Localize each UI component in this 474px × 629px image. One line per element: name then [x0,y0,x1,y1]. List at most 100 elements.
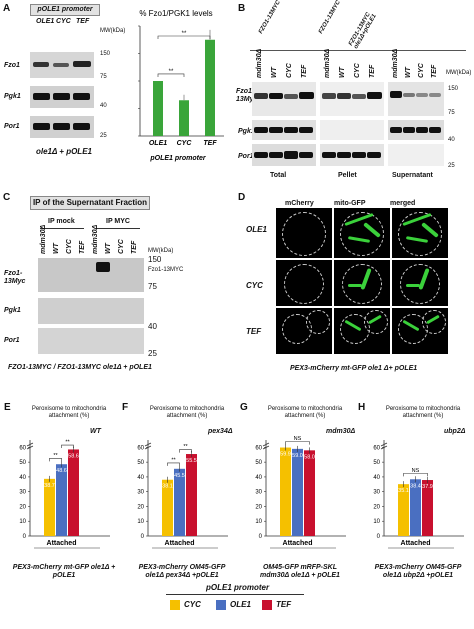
panel-g-tag: mdm30Δ [326,428,356,435]
panel-f-chart: 0 10 20 30 40 50 60 38.145.5 55.5 ** ** Attached [137,440,228,549]
panel-b-blot-total-fzo1 [252,82,316,116]
panel-a-sig1-label: ** [169,69,174,75]
panel-b-strain-3: FZO1-13MYC ole1Δ+pOLE1 [348,11,378,50]
panel-e-tag: WT [90,428,101,435]
panel-a-letter: A [3,3,11,14]
panel-c-group-myc: IP MYC [106,218,130,225]
panel-f-letter: F [122,402,129,413]
panel-b-mw-75: 75 [448,110,455,116]
panel-d-letter: D [238,192,246,203]
panel-c-row-fzo1myc: Fzo1-13Myc [4,270,26,285]
panel-b-lane-2-2: CYC [418,63,425,78]
panel-c-lane-6: CYC [118,239,125,254]
panel-c-lane-1: WT [53,243,60,254]
panel-f-sig1-bracket [167,462,180,466]
panel-d-col-mcherry: mCherry [285,200,314,207]
panel-b-letter: B [238,3,246,14]
panel-d-img-cyc-merged [392,260,448,306]
panel-g-letter: G [240,402,248,413]
panel-g-ytick-label: 40 [255,475,262,481]
panel-h-bar-tef [422,480,433,536]
panel-e-bar-tef [68,449,79,536]
panel-f-ytick-label: 40 [137,475,144,481]
panel-b-lane-0-1: WT [271,67,278,78]
panel-c-lane-7: TEF [131,240,138,254]
panel-d-col-mitogfp: mito-GFP [334,200,366,207]
legend-label-ole1: OLE1 [230,600,251,609]
legend-top-line [166,594,304,595]
panel-c-lane-0: mdm30Δ [40,224,47,254]
panel-b-blot-pellet-por1 [320,144,384,166]
panel-e-chart: 0 10 20 30 40 50 60 38.7 48.6 58.6 ** ** Attached [19,440,110,549]
panel-h-ytick-label: 40 [373,475,380,481]
panel-b-row-fzo1myc: Fzo1-13Myc [236,88,258,103]
panel-c-lane-4: mdm30Δ [92,224,99,254]
panel-b-blot-pellet-fzo1 [320,82,384,116]
panel-h-strain: PEX3-mCherry OM45-GFP ole1Δ ubp2Δ +pOLE1 [374,564,462,579]
panel-a-mw-label: MW(kDa) [100,28,126,34]
panel-d-img-tef-merged [392,308,448,354]
panel-f-ytick-label: 30 [137,490,144,496]
panel-a-blot-por1 [30,116,94,138]
panel-g-value-tef: 58.0 [304,454,315,460]
panel-a-blot-pgk1 [30,86,94,108]
panel-c-lane-2: CYC [66,239,73,254]
panel-a-row-pgk1: Pgk1 [4,93,21,100]
panel-g-ytick-label: 0 [259,534,263,540]
panel-d-row-tef: TEF [246,327,262,336]
panel-f-ytick-label: 50 [137,460,144,466]
panel-e-sig1-bracket [49,458,62,462]
panel-h-ytick-label: 50 [373,460,380,466]
panel-b-lane-1-2: CYC [354,63,361,78]
panel-g-xlabel: Attached [283,540,313,547]
panel-c-lane-5: WT [105,243,112,254]
panel-a-mw-75: 75 [100,74,107,80]
panel-b-header-line [250,50,466,51]
panel-d-row-ole1: OLE1 [246,225,267,234]
panel-e-ytick-label: 50 [19,460,26,466]
panel-d-img-ole1-merged [392,208,448,258]
panel-h-value-cyc: 35.1 [398,488,409,494]
panel-f-sig1-label: ** [171,457,176,463]
panel-f-ytick-label: 20 [137,504,144,510]
panel-e-sig2-label: ** [65,440,70,446]
panel-c-group-mock: IP mock [48,218,75,225]
panel-b-blot-pellet-pgk1 [320,120,384,140]
panel-a-xtick-ole1: OLE1 [149,140,167,147]
panel-f-bar-tef [186,454,197,536]
panel-e-ytick-label: 40 [19,475,26,481]
panel-b-lane-2-0: mdm30Δ [392,48,399,78]
panel-b-strain-2: FZO1-13MYC [318,0,342,36]
panel-a-sig2-label: ** [182,31,187,37]
panel-a-sig1-bracket [157,73,185,77]
panel-d-row-cyc: CYC [246,281,263,290]
panel-g-ns-bracket [285,441,310,445]
legend-swatch-cyc [170,600,180,610]
panel-a-bar-cyc [179,100,189,136]
panel-c-myc-line [96,228,140,229]
panel-d-img-ole1-gfp [334,208,390,258]
panel-f-bar-cyc [162,479,173,536]
panel-b-blot-super-pgk1 [388,120,444,140]
legend-swatch-ole1 [216,600,226,610]
panel-e-title: Peroxisome to mitochondria attachment (%… [31,406,107,419]
panel-c-mw-75: 75 [148,282,157,291]
legend-label-tef: TEF [276,600,292,609]
panel-d-img-tef-mcherry [276,308,332,354]
panel-h-value-tef: 37.9 [422,484,433,490]
panel-h-chart: 0 10 20 30 40 50 60 35.138.4 37.9 NS Attached [373,440,464,549]
panel-b-blot-total-pgk1 [252,120,316,140]
panel-c-row-pgk1: Pgk1 [4,307,21,314]
panel-c-mw-label: MW(kDa) [148,248,174,254]
panel-c-blot-por1 [38,328,144,354]
panel-g-title: Peroxisome to mitochondria attachment (%… [267,406,343,419]
panel-e-value-tef: 58.6 [68,453,79,459]
panel-b-blot-super-por1 [388,144,444,166]
panel-h-letter: H [358,402,366,413]
panel-a-chart-xlabel: pOLE1 promoter [149,155,207,162]
panel-h-ns-bracket [403,473,428,477]
panel-h-bar-ole1 [410,479,421,536]
panel-c-mw-40: 40 [148,322,157,331]
panel-b-lane-0-0: mdm30Δ [256,48,263,78]
panel-b-mw-40: 40 [448,137,455,143]
